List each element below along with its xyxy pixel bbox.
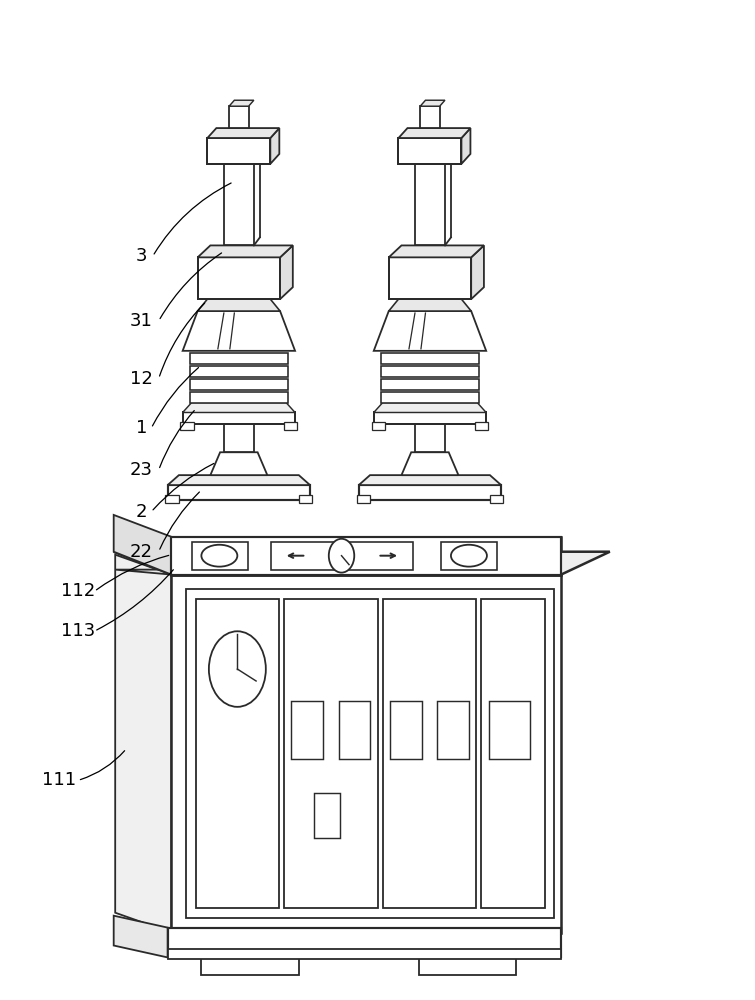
Text: 111: 111 [42, 771, 76, 789]
Bar [190, 379, 288, 390]
Bar [437, 701, 469, 759]
Bar [299, 495, 313, 503]
Polygon shape [116, 570, 561, 575]
Text: 113: 113 [60, 622, 95, 640]
Bar [186, 589, 553, 918]
Text: 3: 3 [136, 247, 147, 265]
Polygon shape [229, 100, 254, 106]
Polygon shape [471, 245, 484, 299]
Bar [168, 949, 561, 959]
Bar [224, 424, 254, 452]
Text: 2: 2 [136, 503, 147, 521]
Bar [381, 353, 479, 364]
Polygon shape [114, 916, 168, 957]
Bar [381, 366, 479, 377]
Polygon shape [399, 128, 470, 138]
Polygon shape [198, 245, 293, 257]
Bar [490, 495, 504, 503]
Polygon shape [168, 485, 310, 500]
Bar [390, 701, 422, 759]
Polygon shape [198, 299, 280, 311]
Bar [171, 575, 561, 933]
Bar [371, 422, 385, 430]
Circle shape [209, 631, 266, 707]
Polygon shape [114, 515, 171, 575]
Polygon shape [280, 245, 293, 299]
Bar [190, 353, 288, 364]
Polygon shape [374, 311, 486, 351]
Text: 112: 112 [60, 582, 95, 600]
Polygon shape [211, 452, 267, 475]
Bar [196, 599, 279, 908]
Bar [441, 542, 498, 570]
Bar [190, 392, 288, 403]
Bar [415, 164, 445, 245]
Polygon shape [208, 128, 279, 138]
Polygon shape [114, 552, 610, 575]
Bar [284, 422, 297, 430]
Polygon shape [168, 475, 310, 485]
Bar [208, 138, 270, 164]
Polygon shape [359, 475, 501, 485]
Bar [291, 701, 323, 759]
Bar [180, 422, 194, 430]
Polygon shape [183, 311, 295, 351]
Polygon shape [359, 485, 501, 500]
Text: 31: 31 [130, 312, 153, 330]
Bar [171, 537, 561, 575]
Bar [171, 537, 561, 575]
Polygon shape [461, 128, 470, 164]
Bar [314, 793, 340, 838]
Bar [389, 257, 471, 299]
Bar [192, 542, 248, 570]
Bar [383, 599, 476, 908]
Polygon shape [421, 100, 445, 106]
Polygon shape [389, 245, 484, 257]
Polygon shape [183, 403, 295, 412]
Text: 1: 1 [136, 419, 147, 437]
Bar [202, 953, 299, 975]
Bar [190, 366, 288, 377]
Bar [284, 599, 378, 908]
Bar [374, 412, 486, 424]
Bar [183, 412, 295, 424]
Bar [165, 495, 179, 503]
Ellipse shape [451, 545, 487, 567]
Bar [415, 424, 445, 452]
Bar [399, 138, 461, 164]
Bar [421, 106, 439, 128]
Polygon shape [389, 299, 471, 311]
Bar [356, 495, 370, 503]
Circle shape [328, 539, 354, 573]
Bar [198, 257, 280, 299]
Bar [229, 106, 248, 128]
Bar [481, 599, 544, 908]
Text: 23: 23 [130, 461, 153, 479]
Bar [475, 422, 488, 430]
Text: 22: 22 [130, 543, 153, 561]
Bar [271, 542, 414, 570]
Bar [381, 392, 479, 403]
Polygon shape [270, 128, 279, 164]
Text: 12: 12 [130, 370, 153, 388]
Polygon shape [402, 452, 458, 475]
Polygon shape [374, 403, 486, 412]
Bar [381, 379, 479, 390]
Bar [168, 928, 561, 957]
Ellipse shape [202, 545, 237, 567]
Bar [489, 701, 530, 759]
Polygon shape [116, 555, 171, 933]
Bar [338, 701, 370, 759]
Bar [224, 164, 254, 245]
Bar [419, 953, 516, 975]
